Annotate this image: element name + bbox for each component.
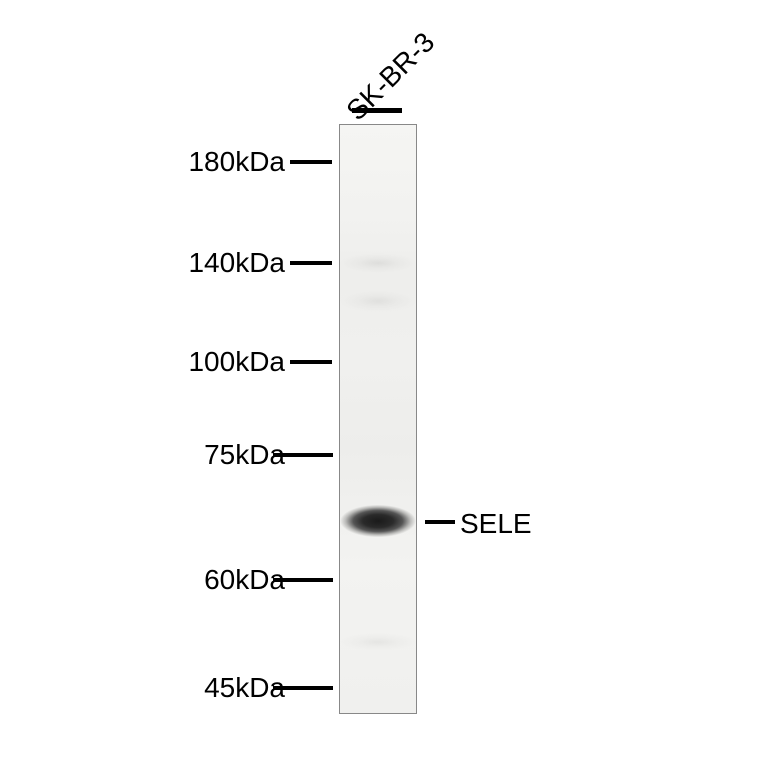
sample-tick [352, 108, 402, 113]
target-band [340, 503, 416, 539]
nonspecific-band [340, 290, 416, 312]
target-tick [425, 520, 455, 524]
marker-label: 180kDa [188, 146, 285, 178]
marker-label: 100kDa [188, 346, 285, 378]
marker-label: 140kDa [188, 247, 285, 279]
nonspecific-band [340, 253, 416, 273]
target-label: SELE [460, 508, 532, 540]
marker-tick [290, 360, 332, 364]
marker-tick [273, 686, 333, 690]
marker-tick [273, 578, 333, 582]
blot-container: SK-BR-3 SELE 180kDa140kDa100kDa75kDa60kD… [0, 0, 764, 764]
nonspecific-band [340, 633, 416, 651]
marker-tick [273, 453, 333, 457]
marker-tick [290, 261, 332, 265]
marker-tick [290, 160, 332, 164]
blot-lane [339, 124, 417, 714]
